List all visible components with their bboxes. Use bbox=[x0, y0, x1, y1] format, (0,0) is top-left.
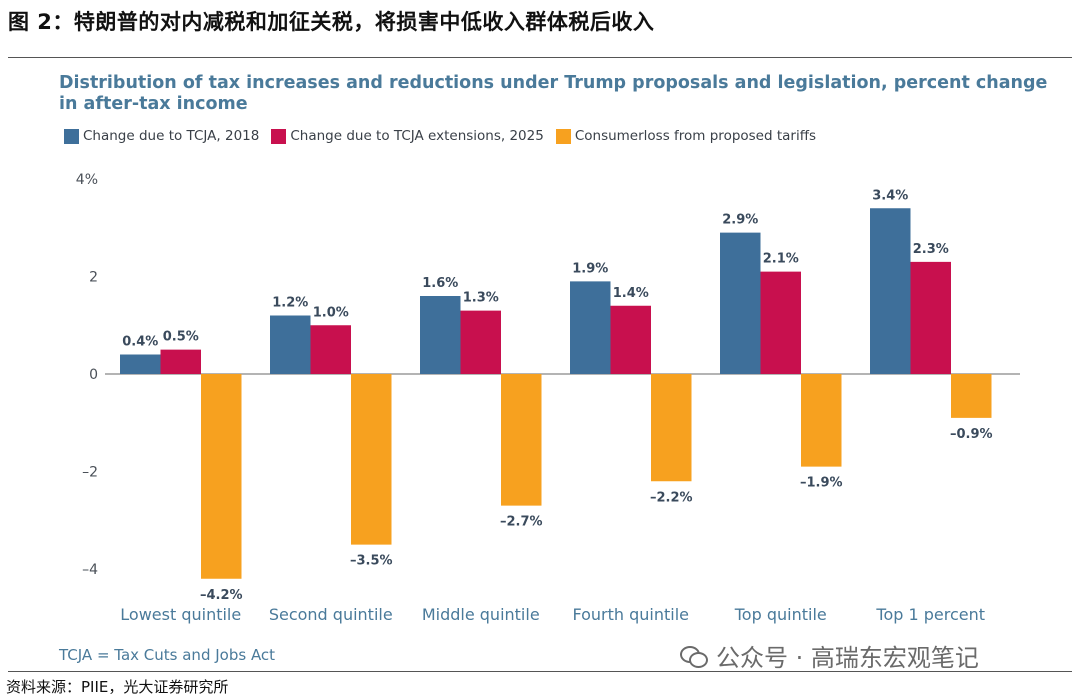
legend-swatch-tcja-extensions bbox=[271, 128, 287, 144]
y-tick-label: 4% bbox=[76, 172, 98, 188]
bar-tariffs bbox=[651, 374, 692, 482]
data-label-tariffs: –2.7% bbox=[500, 515, 543, 530]
data-label-tariffs: –1.9% bbox=[800, 476, 843, 491]
x-category-label: Second quintile bbox=[269, 605, 393, 624]
watermark: 公众号 · 高瑞东宏观笔记 bbox=[680, 638, 979, 673]
x-category-label: Fourth quintile bbox=[572, 605, 689, 624]
x-category-label: Lowest quintile bbox=[120, 605, 241, 624]
data-label-tcja-2018: 1.2% bbox=[272, 296, 308, 311]
bar-tcja-2018 bbox=[120, 354, 161, 374]
data-label-tariffs: –2.2% bbox=[650, 490, 693, 505]
data-label-tariffs: –4.2% bbox=[200, 588, 243, 603]
bar-tcja-extensions bbox=[160, 349, 201, 374]
bar-tcja-2018 bbox=[570, 281, 611, 374]
data-label-tcja-2018: 1.9% bbox=[572, 261, 608, 276]
y-tick-label: –2 bbox=[82, 465, 98, 481]
data-label-tcja-2018: 0.4% bbox=[122, 335, 158, 350]
x-category-label: Middle quintile bbox=[422, 605, 540, 624]
wechat-icon bbox=[680, 644, 708, 668]
bar-tariffs bbox=[201, 374, 242, 579]
bar-tcja-extensions bbox=[760, 271, 801, 374]
data-label-tcja-extensions: 1.3% bbox=[463, 291, 499, 306]
bar-tariffs bbox=[351, 374, 392, 545]
bar-tariffs bbox=[951, 374, 992, 418]
bar-tcja-extensions bbox=[310, 325, 351, 374]
data-label-tariffs: –3.5% bbox=[350, 554, 393, 569]
bar-tcja-extensions bbox=[460, 310, 501, 374]
data-label-tcja-2018: 2.9% bbox=[722, 213, 758, 228]
x-category-label: Top 1 percent bbox=[875, 605, 985, 624]
legend-item-tcja-extensions: Change due to TCJA extensions, 2025 bbox=[271, 128, 544, 144]
legend-label-tariffs: Consumerloss from proposed tariffs bbox=[574, 128, 817, 144]
top-divider bbox=[8, 57, 1072, 58]
x-category-label: Top quintile bbox=[734, 605, 827, 624]
data-label-tcja-extensions: 1.0% bbox=[313, 305, 349, 320]
data-label-tcja-extensions: 2.3% bbox=[913, 242, 949, 257]
legend-swatch-tcja-2018 bbox=[64, 128, 79, 144]
data-label-tcja-extensions: 2.1% bbox=[763, 252, 799, 267]
abbreviation-note: TCJA = Tax Cuts and Jobs Act bbox=[59, 646, 276, 664]
y-tick-label: 0 bbox=[89, 367, 98, 383]
y-tick-label: 2 bbox=[89, 270, 98, 286]
data-label-tariffs: –0.9% bbox=[950, 427, 993, 442]
bar-tariffs bbox=[501, 374, 542, 506]
legend-item-tariffs: Consumerloss from proposed tariffs bbox=[555, 128, 817, 144]
bar-tcja-2018 bbox=[420, 296, 461, 374]
legend-item-tcja-2018: Change due to TCJA, 2018 bbox=[64, 128, 259, 144]
figure-title: 图 2：特朗普的对内减税和加征关税，将损害中低收入群体税后收入 bbox=[8, 10, 655, 34]
y-tick-label: –4 bbox=[82, 562, 98, 578]
legend: Change due to TCJA, 2018 Change due to T… bbox=[64, 128, 816, 144]
legend-label-tcja-2018: Change due to TCJA, 2018 bbox=[83, 128, 260, 144]
source-note: 资料来源：PIIE，光大证券研究所 bbox=[6, 678, 229, 696]
legend-label-tcja-extensions: Change due to TCJA extensions, 2025 bbox=[290, 128, 544, 144]
chart-title: Distribution of tax increases and reduct… bbox=[59, 73, 1048, 114]
data-label-tcja-extensions: 1.4% bbox=[613, 286, 649, 301]
data-label-tcja-extensions: 0.5% bbox=[163, 330, 199, 345]
bar-tariffs bbox=[801, 374, 842, 467]
bar-tcja-extensions bbox=[910, 261, 951, 374]
data-label-tcja-2018: 3.4% bbox=[872, 188, 908, 203]
bar-tcja-2018 bbox=[270, 315, 311, 374]
legend-swatch-tariffs bbox=[555, 128, 571, 144]
bottom-divider bbox=[8, 671, 1072, 672]
data-label-tcja-2018: 1.6% bbox=[422, 276, 458, 291]
bar-tcja-2018 bbox=[870, 208, 911, 374]
bar-tcja-2018 bbox=[720, 232, 761, 374]
bar-tcja-extensions bbox=[610, 305, 651, 374]
watermark-text: 公众号 · 高瑞东宏观笔记 bbox=[716, 644, 979, 672]
